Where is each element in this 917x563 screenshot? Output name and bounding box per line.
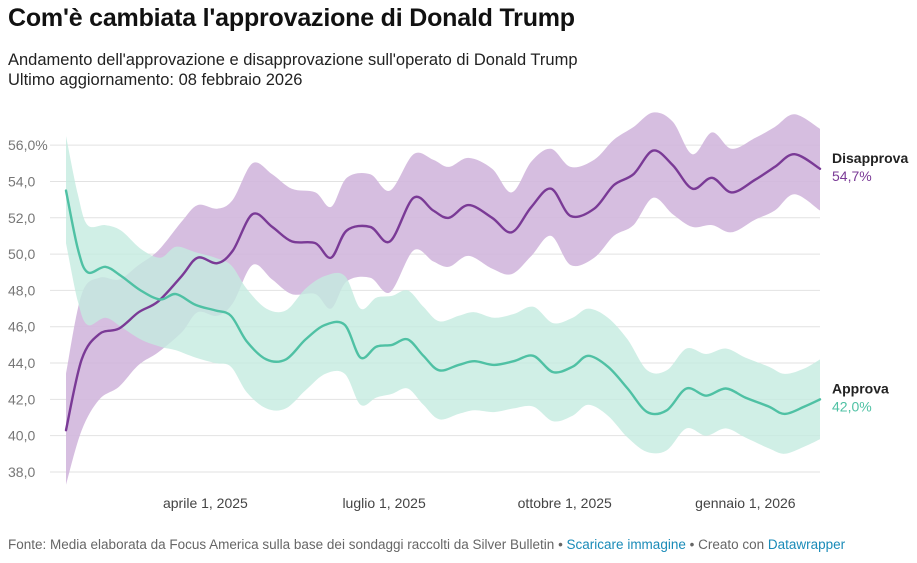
chart-subtitle: Andamento dell'approvazione e disapprova… [8, 50, 578, 90]
series-lines [64, 149, 822, 432]
series-value-disapprova: 54,7% [832, 168, 872, 184]
band-approva [66, 136, 820, 454]
series-value-approva: 42,0% [832, 398, 872, 414]
series-name-approva: Approva [832, 380, 889, 396]
band-disapprova [66, 112, 820, 485]
approval-line-chart: 38,0 40,0 42,0 44,0 46,0 48,0 50,0 52,0 54,0 56,0… [8, 112, 908, 511]
chart-title: Com'è cambiata l'approvazione di Donald … [8, 4, 575, 32]
datawrapper-link[interactable]: Datawrapper [767, 537, 846, 552]
line-approva [64, 189, 822, 416]
series-name-disapprova: Disapprova [832, 150, 908, 166]
y-tick-label: 38,0 [8, 464, 35, 480]
x-axis-ticks: aprile 1, 2025 luglio 1, 2025 ottobre 1, 2… [163, 495, 796, 511]
x-tick-label: aprile 1, 2025 [163, 495, 248, 511]
x-tick-label: ottobre 1, 2025 [518, 495, 612, 511]
footer-separator: • [554, 537, 567, 552]
y-tick-label: 52,0 [8, 210, 35, 226]
y-tick-label: 46,0 [8, 319, 35, 335]
y-tick-label: 44,0 [8, 355, 35, 371]
y-tick-label: 42,0 [8, 391, 35, 407]
y-tick-label: 56,0% [8, 137, 48, 153]
source-note: Fonte: Media elaborata da Focus America … [8, 537, 555, 552]
y-tick-label: 54,0 [8, 173, 35, 189]
download-image-link[interactable]: Scaricare immagine [566, 537, 686, 552]
series-end-labels: Disapprova 54,7% Approva 42,0% [832, 150, 908, 415]
x-tick-label: gennaio 1, 2026 [695, 495, 796, 511]
line-disapprova [64, 149, 822, 432]
y-axis-ticks: 38,0 40,0 42,0 44,0 46,0 48,0 50,0 52,0 54,0 56,0… [8, 137, 48, 480]
y-tick-label: 50,0 [8, 246, 35, 262]
last-updated: Ultimo aggiornamento: 08 febbraio 2026 [8, 71, 303, 89]
confidence-bands [66, 112, 820, 485]
subtitle-description: Andamento dell'approvazione e disapprova… [8, 51, 578, 69]
chart-footer: Fonte: Media elaborata da Focus America … [8, 537, 845, 552]
y-tick-label: 40,0 [8, 428, 35, 444]
x-tick-label: luglio 1, 2025 [342, 495, 426, 511]
footer-credit-text: • Creato con [685, 537, 768, 552]
y-tick-label: 48,0 [8, 282, 35, 298]
